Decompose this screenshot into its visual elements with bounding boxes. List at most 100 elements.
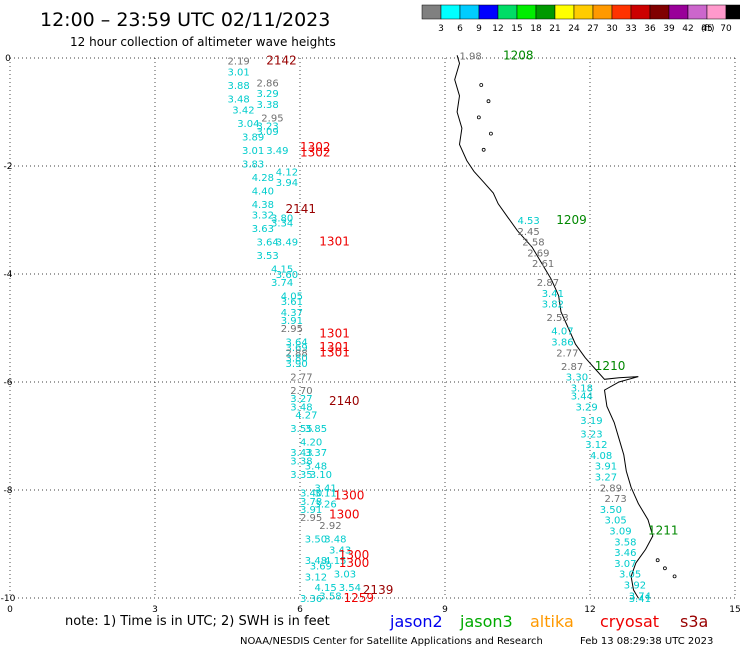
y-tick-label: -8 (4, 486, 13, 496)
colorbar-label: 36 (644, 24, 656, 34)
wave-height-label: 3.83 (242, 159, 264, 170)
wave-height-label: 2.77 (556, 348, 578, 359)
axes: 0 3 6 9 12 15 0 -2 -4 -6 -8 -10 (1, 54, 740, 615)
wave-height-label: 3.69 (286, 343, 308, 354)
wave-height-label: 2.86 (257, 78, 279, 89)
y-tick-label: 0 (5, 54, 11, 64)
wave-height-label: 2.87 (561, 362, 583, 373)
wave-height-label: 2.88 (286, 348, 308, 359)
wave-height-label: 2.89 (600, 483, 622, 494)
colorbar-label: 3 (438, 24, 444, 34)
wave-height-label: 2.95 (300, 513, 322, 524)
wave-height-label: 3.35 (290, 470, 312, 481)
wave-height-label: 2.87 (537, 278, 559, 289)
wave-height-label: 3.91 (281, 316, 303, 327)
pass-time-label: 2139 (363, 583, 394, 597)
wave-height-label: 4.28 (252, 173, 274, 184)
footer-timestamp: Feb 13 08:29:38 UTC 2023 (580, 636, 713, 647)
wave-height-label: 3.40 (300, 489, 322, 500)
pass-time-label: 1259 (344, 591, 375, 605)
wave-height-label: 3.64 (257, 238, 279, 249)
wave-height-label: 3.50 (600, 505, 622, 516)
island-mark (489, 131, 493, 136)
pass-time-label: 1208 (503, 48, 534, 62)
island-mark (486, 99, 491, 104)
wave-height-label: 3.34 (271, 219, 293, 230)
colorbar-label: 70 (720, 24, 732, 34)
wave-height-label: 3.27 (595, 473, 617, 484)
wave-height-label: 3.49 (266, 146, 288, 157)
wave-height-label: 2.19 (228, 57, 250, 68)
colorbar-label: 21 (549, 24, 560, 34)
y-tick-label: -2 (4, 162, 13, 172)
pass-time-label: 1301 (319, 345, 350, 359)
wave-height-label: 3.43 (290, 448, 312, 459)
colorbar-label: 33 (625, 24, 636, 34)
colorbar-swatch (649, 4, 670, 20)
legend-s3a: s3a (680, 612, 708, 631)
wave-height-label: 3.54 (339, 583, 361, 594)
colorbar-label: 24 (568, 24, 580, 34)
colorbar-swatch (630, 4, 651, 20)
colorbar-label: 6 (457, 24, 463, 34)
wave-height-label: 3.37 (305, 448, 327, 459)
colorbar-label: 42 (682, 24, 693, 34)
pass-time-label: 1302 (300, 146, 331, 160)
colorbar-label: 18 (530, 24, 542, 34)
legend-altika: altika (530, 612, 574, 631)
wave-height-label: 4.15 (315, 583, 337, 594)
wave-height-label: 3.11 (315, 489, 337, 500)
wave-height-label: 3.43 (329, 545, 351, 556)
island-mark (663, 566, 667, 571)
wave-height-label: 3.55 (290, 424, 312, 435)
colorbar-swatch (592, 4, 613, 20)
wave-height-points: 2.193.012.863.883.293.48 3.383.422.953.04… (228, 48, 679, 605)
colorbar-swatch (440, 4, 461, 20)
colorbar-swatch (554, 4, 575, 20)
wave-height-label: 3.41 (542, 289, 564, 300)
wave-height-label: 3.38 (290, 456, 312, 467)
wave-height-label: 2.95 (281, 324, 303, 335)
x-tick-label: 12 (584, 605, 595, 615)
legend-jason2: jason2 (389, 612, 443, 631)
colorbar-swatch (421, 4, 442, 20)
pass-time-label: 1300 (339, 548, 370, 562)
wave-height-label: 3.26 (315, 500, 337, 511)
colorbar-label: 9 (476, 24, 482, 34)
wave-height-label: 4.20 (300, 437, 322, 448)
colorbar-unit: (ft) (701, 24, 715, 34)
pass-time-label: 1301 (319, 340, 350, 354)
chart-title: 12:00 – 23:59 UTC 02/11/2023 (40, 9, 330, 31)
wave-height-label: 3.27 (290, 394, 312, 405)
grid (9, 57, 736, 599)
wave-height-label: 3.23 (580, 429, 602, 440)
legend-cryosat: cryosat (600, 612, 659, 631)
colorbar-swatch (611, 4, 632, 20)
wave-height-label: 3.90 (286, 359, 308, 370)
wave-height-label: 3.80 (286, 354, 308, 365)
wave-height-label: 3.30 (566, 373, 588, 384)
coastline-map (454, 55, 677, 599)
pass-time-label: 1300 (339, 556, 370, 570)
pass-time-label: 1300 (329, 507, 360, 521)
wave-height-label: 3.42 (232, 105, 254, 116)
wave-height-label: 3.03 (334, 570, 356, 581)
x-tick-label: 0 (7, 605, 13, 615)
wave-height-label: 4.27 (295, 410, 317, 421)
wave-height-label: 2.69 (527, 248, 549, 259)
wave-height-label: 3.53 (257, 251, 279, 262)
colorbar-swatch (478, 4, 499, 20)
wave-height-label: 3.48 (290, 402, 312, 413)
wave-height-label: 3.41 (315, 483, 337, 494)
colorbar: 3 6 9 12 15 18 21 24 27 30 33 36 39 42 45 70 (421, 4, 740, 34)
wave-height-label: 3.82 (542, 300, 564, 311)
wave-height-label: 3.36 (300, 594, 322, 605)
y-tick-label: -10 (1, 594, 16, 604)
colorbar-label: 39 (663, 24, 675, 34)
wave-height-label: 2.58 (522, 238, 544, 249)
wave-height-label: 3.60 (276, 270, 298, 281)
colorbar-swatch (725, 4, 740, 20)
wave-height-label: 3.29 (576, 402, 598, 413)
wave-height-label: 3.19 (580, 416, 602, 427)
wave-height-label: 4.38 (252, 200, 274, 211)
